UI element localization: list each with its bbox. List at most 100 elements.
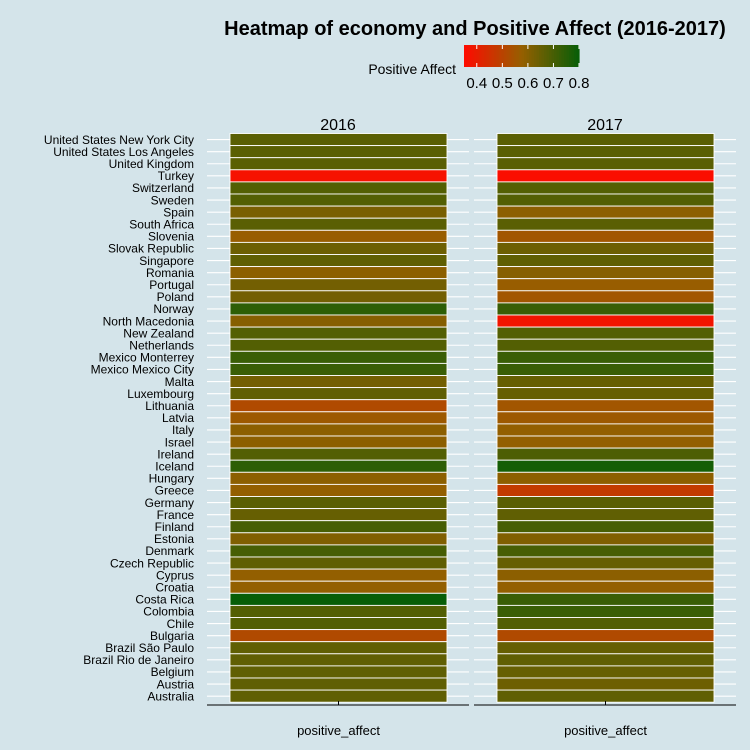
country-label: Romania (146, 266, 194, 280)
heatmap-cell (229, 496, 448, 510)
country-label: Brazil Rio de Janeiro (83, 653, 194, 667)
heatmap-cell (229, 278, 448, 292)
heatmap-cell (229, 399, 448, 413)
legend: 0.4 0.5 0.6 0.7 0.8 (464, 45, 589, 92)
country-label: Turkey (158, 169, 194, 183)
heatmap-cell (496, 254, 715, 268)
heatmap-cell (496, 145, 715, 159)
legend-gradient-step (529, 45, 533, 67)
legend-gradient-step (574, 45, 578, 67)
heatmap-cell (229, 326, 448, 340)
legend-tick-label: 0.8 (569, 75, 590, 92)
heatmap-cell (229, 592, 448, 606)
legend-gradient-step (534, 45, 538, 67)
heatmap-cell (229, 193, 448, 207)
legend-gradient-step (566, 45, 570, 67)
legend-gradient-step (474, 45, 478, 67)
country-label: Netherlands (129, 338, 194, 352)
heatmap-cell (496, 278, 715, 292)
heatmap-cell (229, 338, 448, 352)
heatmap-cell (229, 604, 448, 618)
country-label: Australia (147, 689, 194, 703)
heatmap-cell (229, 520, 448, 534)
heatmap-cell (496, 181, 715, 195)
heatmap-cell (229, 181, 448, 195)
country-label: Austria (157, 677, 195, 691)
heatmap-cell (496, 157, 715, 171)
heatmap-cell (229, 556, 448, 570)
heatmap-cell (496, 193, 715, 207)
country-label: Estonia (154, 532, 194, 546)
heatmap-cell (229, 435, 448, 449)
country-label: Malta (165, 375, 195, 389)
legend-tick-label: 0.6 (517, 75, 538, 92)
heatmap-cell (229, 459, 448, 473)
country-label: Costa Rica (135, 593, 194, 607)
legend-tick-label: 0.7 (543, 75, 564, 92)
legend-gradient-step (571, 45, 575, 67)
legend-gradient-step (531, 45, 535, 67)
heatmap-cell (496, 169, 715, 183)
heatmap-cell (229, 653, 448, 667)
heatmap-cell (496, 496, 715, 510)
legend-gradient-step (556, 45, 560, 67)
country-label: Slovenia (148, 230, 194, 244)
legend-title: Positive Affect (368, 61, 456, 77)
heatmap-cell (229, 229, 448, 243)
country-label: Slovak Republic (108, 242, 194, 256)
heatmap-cell (496, 326, 715, 340)
heatmap-cell (229, 677, 448, 691)
legend-gradient-step (469, 45, 473, 67)
country-label: Czech Republic (110, 556, 194, 570)
heatmap-cell (229, 205, 448, 219)
legend-gradient-step (501, 45, 505, 67)
heatmap-cell (229, 217, 448, 231)
heatmap-cell (229, 423, 448, 437)
chart-title: Heatmap of economy and Positive Affect (… (224, 18, 726, 40)
heatmap-cell (496, 689, 715, 703)
heatmap-cell (496, 508, 715, 522)
heatmap-cell (229, 568, 448, 582)
heatmap-cell (229, 375, 448, 389)
country-label: Sweden (151, 193, 194, 207)
heatmap-cell (229, 266, 448, 280)
heatmap-cell (229, 483, 448, 497)
legend-gradient-step (486, 45, 490, 67)
heatmap-cell (229, 133, 448, 147)
legend-gradient-step (511, 45, 515, 67)
heatmap-cell (229, 689, 448, 703)
heatmap-cell (229, 580, 448, 594)
heatmap-cell (496, 217, 715, 231)
legend-gradient-step (464, 45, 468, 67)
country-label: South Africa (129, 217, 194, 231)
heatmap-cell (496, 641, 715, 655)
country-label: Germany (145, 496, 194, 510)
country-label: Italy (172, 423, 194, 437)
legend-gradient-step (559, 45, 563, 67)
heatmap-cell (229, 145, 448, 159)
heatmap-cell (229, 387, 448, 401)
heatmap-cell (496, 483, 715, 497)
heatmap-cell (496, 447, 715, 461)
heatmap-cell (496, 387, 715, 401)
legend-gradient-step (544, 45, 548, 67)
country-label: Croatia (155, 580, 194, 594)
heatmap-cell (496, 604, 715, 618)
heatmap-cell (496, 629, 715, 643)
legend-gradient-step (509, 45, 513, 67)
country-label: Chile (167, 617, 195, 631)
legend-gradient-step (494, 45, 498, 67)
legend-gradient-step (514, 45, 518, 67)
heatmap-cell (496, 592, 715, 606)
legend-gradient-step (491, 45, 495, 67)
legend-gradient-step (481, 45, 485, 67)
heatmap-cell (496, 399, 715, 413)
country-label: Finland (155, 520, 194, 534)
legend-gradient-step (521, 45, 525, 67)
heatmap-cell (496, 544, 715, 558)
heatmap-panels: 2016 positive_affect 2017 positive_affect (207, 117, 736, 738)
legend-gradient-step (504, 45, 508, 67)
heatmap-cell (229, 314, 448, 328)
heatmap-cell (229, 471, 448, 485)
